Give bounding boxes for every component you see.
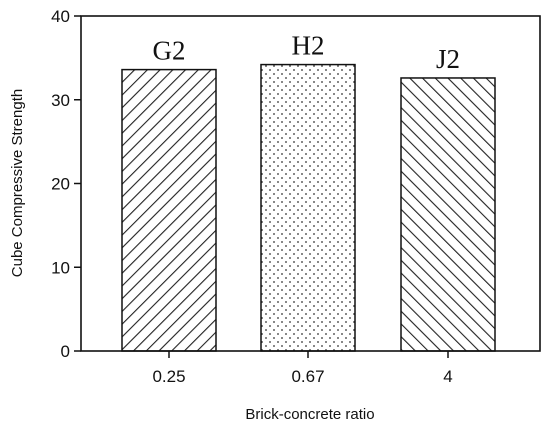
y-axis-ticks: 0 10 20 30 40	[51, 7, 81, 361]
x-axis-title: Brick-concrete ratio	[245, 406, 374, 423]
bar-label-j2: J2	[436, 44, 460, 74]
bar-label-g2: G2	[153, 36, 186, 66]
bar-g2	[121, 68, 217, 352]
y-tick-label: 10	[51, 258, 70, 277]
y-tick-label: 0	[61, 342, 70, 361]
bar-label-h2: H2	[292, 31, 325, 61]
x-tick-label: 0.25	[152, 367, 185, 386]
bar-h2	[260, 63, 356, 352]
bar-j2	[400, 77, 496, 352]
y-axis-title: Cube Compressive Strength	[9, 89, 26, 277]
x-axis-ticks: 0.25 0.67 4	[152, 351, 453, 386]
y-tick-label: 40	[51, 7, 70, 26]
x-tick-label: 4	[443, 367, 452, 386]
y-tick-label: 30	[51, 91, 70, 110]
bar-labels-group: G2 H2 J2	[153, 31, 461, 74]
x-tick-label: 0.67	[291, 367, 324, 386]
y-tick-label: 20	[51, 175, 70, 194]
bars-group	[121, 63, 496, 352]
